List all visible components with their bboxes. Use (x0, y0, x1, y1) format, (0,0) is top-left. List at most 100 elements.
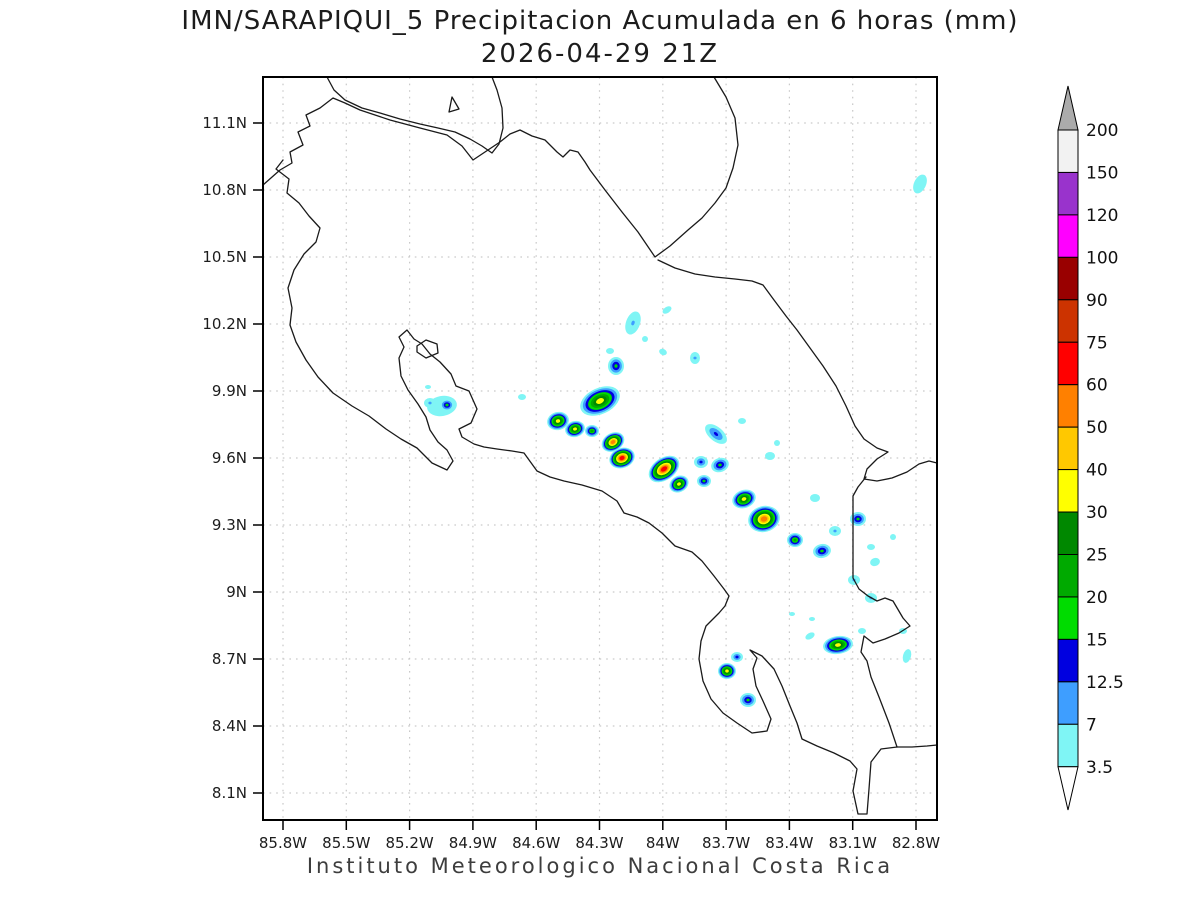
colorbar-label: 120 (1086, 206, 1118, 226)
precip-cell (610, 440, 616, 444)
colorbar-segment (1057, 171, 1079, 216)
precip-cell (867, 544, 875, 550)
precip-cell (890, 534, 896, 540)
lat-tick-label: 8.4N (212, 717, 247, 735)
precip-cell (677, 482, 681, 486)
precip-cell (793, 538, 797, 542)
precip-cell (596, 398, 604, 404)
colorbar-segment (1057, 256, 1079, 301)
colorbar-segment (1057, 214, 1079, 258)
coastline (326, 76, 504, 154)
lat-tick-label: 10.5N (202, 248, 247, 266)
lat-tick-label: 9.9N (212, 382, 247, 400)
colorbar-segment (1057, 129, 1079, 173)
colorbar-label: 90 (1086, 291, 1108, 311)
precip-cell (765, 452, 775, 460)
precip-cell (856, 517, 860, 521)
precip-cell (833, 529, 837, 533)
colorbar-segment (1057, 299, 1079, 343)
lat-tick-label: 10.2N (202, 315, 247, 333)
lon-tick-label: 84.3W (575, 834, 623, 852)
precip-cell (810, 494, 820, 502)
colorbar-label: 25 (1086, 546, 1108, 566)
lon-tick-label: 83.1W (829, 834, 877, 852)
lat-tick-label: 9.6N (212, 449, 247, 467)
lon-tick-label: 83.4W (765, 834, 813, 852)
map-caption: Instituto Meteorologico Nacional Costa R… (306, 854, 894, 878)
lon-tick-label: 85.2W (385, 834, 433, 852)
colorbar-label: 200 (1086, 121, 1118, 141)
colorbar-segment (1057, 511, 1079, 555)
colorbar-segment (1057, 596, 1079, 640)
lat-tick-label: 10.8N (202, 181, 247, 199)
precip-cell (805, 632, 815, 640)
precip-cell (725, 669, 729, 673)
colorbar-label: 15 (1086, 630, 1108, 650)
precip-cell (425, 385, 431, 389)
lon-tick-label: 84W (646, 834, 680, 852)
precip-cell (606, 348, 614, 354)
colorbar-label: 30 (1086, 503, 1108, 523)
precip-cell (870, 557, 880, 567)
title-block: IMN/SARAPIQUI_5 Precipitacion Acumulada … (0, 6, 1200, 69)
precip-cell (746, 698, 750, 702)
precip-cell (445, 403, 449, 407)
lon-tick-label: 84.6W (512, 834, 560, 852)
precip-cell (631, 320, 635, 326)
precip-cell (555, 419, 561, 423)
precip-cell (662, 306, 672, 314)
coastline (416, 339, 439, 359)
coastline (275, 159, 938, 815)
colorbar-label: 75 (1086, 333, 1108, 353)
lon-tick-label: 82.8W (892, 834, 940, 852)
colorbar-label: 60 (1086, 376, 1108, 396)
lon-tick-label: 84.9W (449, 834, 497, 852)
precip-cell (760, 516, 768, 522)
colorbar-label: 150 (1086, 163, 1118, 183)
colorbar-label: 40 (1086, 461, 1108, 481)
lon-tick-label: 85.8W (259, 834, 307, 852)
precip-cell (614, 364, 618, 368)
precip-cell (693, 356, 697, 360)
precip-cell (699, 460, 703, 464)
precip-cell (660, 466, 668, 472)
precip-cell (902, 649, 912, 663)
precip-cell (858, 628, 866, 634)
lat-tick-label: 11.1N (202, 114, 247, 132)
colorbar-segment (1057, 384, 1079, 428)
colorbar-segment (1057, 426, 1079, 471)
precip-cell (741, 497, 747, 501)
precip-cell (619, 455, 625, 461)
precip-cell (774, 440, 780, 446)
colorbar-label: 50 (1086, 418, 1108, 438)
precip-cell (718, 463, 722, 467)
colorbar-segment (1057, 469, 1079, 513)
colorbar-under-arrow (1057, 766, 1079, 811)
precip-cell (573, 427, 577, 431)
colorbar-label: 3.5 (1086, 758, 1113, 778)
precip-cell (590, 429, 594, 433)
lat-tick-label: 9.3N (212, 516, 247, 534)
coastline (657, 259, 938, 482)
precip-cell (642, 336, 648, 342)
colorbar-label: 100 (1086, 248, 1118, 268)
colorbar-label: 7 (1086, 715, 1097, 735)
precip-cell (518, 394, 526, 400)
lon-tick-label: 83.7W (702, 834, 750, 852)
precip-cell (835, 643, 841, 647)
precip-cell (713, 432, 719, 436)
colorbar-label: 20 (1086, 588, 1108, 608)
precip-cell (820, 549, 824, 553)
colorbar-segment (1057, 341, 1079, 386)
coastline (262, 76, 739, 258)
precip-cell (428, 401, 432, 405)
precip-cell (702, 479, 706, 483)
page-subtitle-datetime: 2026-04-29 21Z (480, 39, 720, 69)
map-frame (262, 76, 938, 821)
page-title: IMN/SARAPIQUI_5 Precipitacion Acumulada … (181, 6, 1019, 36)
precip-cell (738, 418, 746, 424)
precip-cell (789, 612, 795, 616)
colorbar-segment (1057, 554, 1079, 598)
